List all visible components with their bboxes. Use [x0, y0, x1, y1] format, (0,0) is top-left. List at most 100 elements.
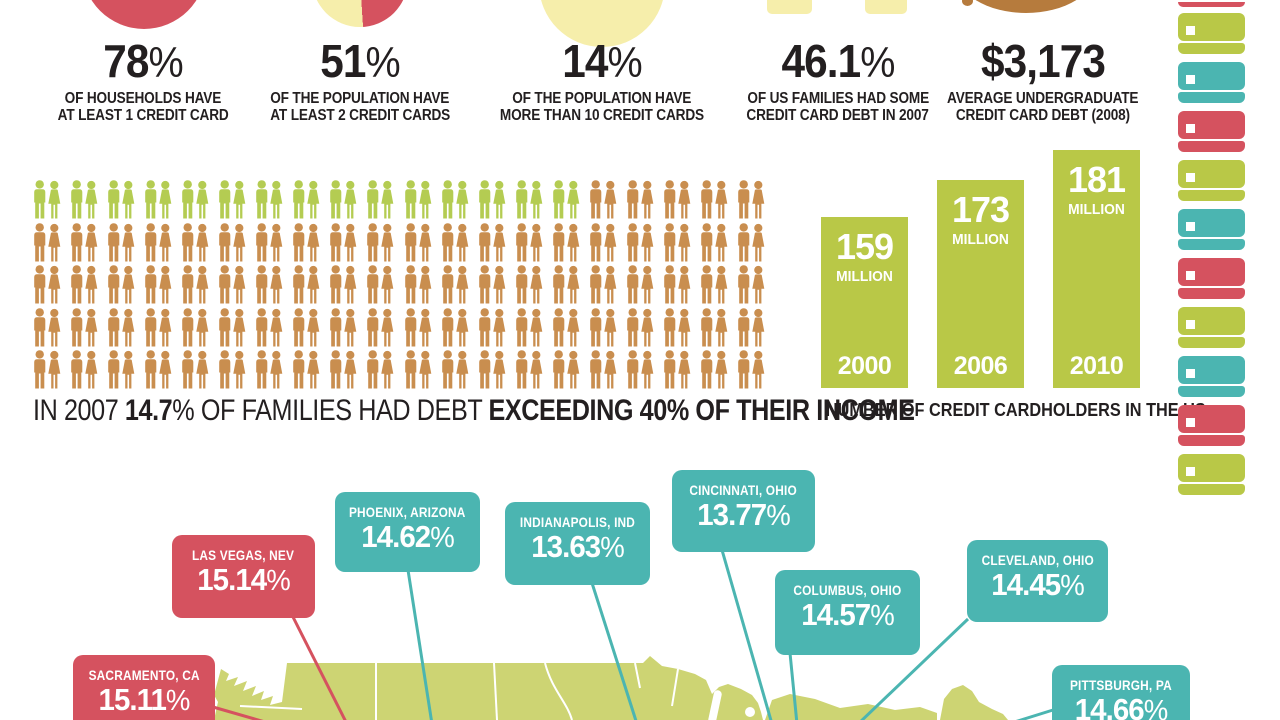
couple-icon — [34, 222, 61, 262]
stat-caption: OF THE POPULATION HAVE AT LEAST 2 CREDIT… — [270, 90, 450, 124]
wallet-clasp-icon — [962, 0, 973, 6]
stat-caption: OF THE POPULATION HAVE MORE THAN 10 CRED… — [499, 90, 704, 124]
callout-indianapolis-ind: INDIANAPOLIS, IND 13.63% — [505, 502, 650, 585]
credit-card-stripe — [1178, 141, 1245, 152]
couple-icon — [738, 307, 765, 347]
couple-icon — [478, 350, 505, 389]
credit-card-body — [1178, 111, 1245, 139]
credit-card-chip — [1186, 467, 1195, 476]
couple-icon — [552, 265, 579, 304]
stat-undergrad-debt: $3,173 AVERAGE UNDERGRADUATE CREDIT CARD… — [923, 38, 1163, 124]
couple-icon — [108, 307, 135, 347]
bar-2006: 173 MILLION 2006 — [937, 180, 1024, 388]
couple-icon — [515, 180, 542, 219]
headline-text: IN 2007 14.7% OF FAMILIES HAD DEBT EXCEE… — [33, 394, 1082, 428]
callout-city-label: SACRAMENTO, CA — [88, 668, 200, 683]
couple-icon — [71, 350, 98, 389]
couple-icon — [664, 180, 691, 219]
couple-icon — [330, 180, 357, 219]
callout-las-vegas-nev: LAS VEGAS, NEV 15.14% — [172, 535, 315, 618]
credit-card-chip — [1186, 26, 1195, 35]
partial-bars-icon-right — [865, 0, 907, 14]
couple-icon — [182, 180, 209, 219]
headline-segment: EXCEEDING 40% OF THEIR INCOME — [488, 394, 915, 427]
credit-card-stripe — [1178, 43, 1245, 54]
percent-sign: % — [365, 39, 400, 87]
couple-icon — [626, 222, 654, 262]
couple-icon — [701, 350, 728, 389]
couple-icon — [478, 180, 505, 219]
bar-value: 181 — [1067, 159, 1126, 200]
credit-card-stripe — [1178, 484, 1245, 495]
credit-card-icon — [1178, 62, 1245, 103]
couple-icon — [182, 265, 209, 304]
stat-households: 78% OF HOUSEHOLDS HAVE AT LEAST 1 CREDIT… — [23, 38, 263, 124]
stat-value: 51% — [320, 35, 400, 87]
couple-icon — [552, 307, 579, 347]
credit-card-icon — [1178, 160, 1245, 201]
couple-icon — [626, 265, 654, 304]
couple-icon — [701, 265, 728, 304]
stat-value: 46.1% — [781, 35, 896, 87]
callout-rate-value: 14.57% — [801, 597, 894, 632]
couple-icon — [589, 222, 617, 262]
callout-rate-value: 15.11% — [98, 682, 191, 717]
couple-icon — [145, 307, 172, 347]
credit-card-chip — [1186, 124, 1195, 133]
bar-chart-caption: NUMBER OF CREDIT CARDHOLDERS IN THE US — [825, 399, 1206, 420]
couple-icon — [552, 350, 579, 389]
headline-segment: % OF FAMILIES HAD DEBT — [172, 394, 489, 427]
bar-2010: 181 MILLION 2010 — [1053, 150, 1140, 388]
couple-icon — [108, 265, 135, 304]
credit-card-body — [1178, 209, 1245, 237]
credit-card-body — [1178, 13, 1245, 41]
credit-card-body — [1178, 62, 1245, 90]
couple-icon — [219, 180, 246, 219]
stat-ten-cards: 14% OF THE POPULATION HAVE MORE THAN 10 … — [482, 38, 722, 124]
credit-card-body — [1178, 258, 1245, 286]
great-lakes — [708, 690, 755, 720]
couple-icon — [108, 180, 135, 219]
couple-icon — [701, 307, 728, 347]
callout-city-label: CINCINNATI, OHIO — [689, 483, 798, 498]
credit-card-stripe — [1178, 337, 1245, 348]
couple-icon — [664, 307, 691, 347]
couple-icon — [552, 222, 579, 262]
leader-line — [788, 652, 799, 720]
credit-card-icon — [1178, 356, 1245, 397]
couple-icon — [701, 180, 728, 219]
callout-columbus-ohio: COLUMBUS, OHIO 14.57% — [775, 570, 920, 655]
bar-unit-label: MILLION — [836, 268, 893, 285]
couple-icon — [441, 350, 468, 389]
couple-icon — [367, 180, 394, 219]
couple-icon — [738, 350, 765, 389]
callout-rate-value: 14.66% — [1074, 692, 1168, 720]
credit-card-body — [1178, 454, 1245, 482]
credit-card-stripe — [1178, 239, 1245, 250]
callout-city-label: CLEVELAND, OHIO — [981, 553, 1094, 568]
couple-icon — [71, 222, 98, 262]
couple-icon — [441, 307, 468, 347]
leader-line — [590, 582, 638, 720]
couple-icon — [293, 350, 320, 389]
couple-icon — [34, 265, 61, 304]
couple-icon — [293, 222, 320, 262]
callout-city-label: PHOENIX, ARIZONA — [349, 505, 466, 520]
callout-cleveland-ohio: CLEVELAND, OHIO 14.45% — [967, 540, 1108, 622]
headline-segment: IN 2007 — [33, 394, 125, 427]
couple-icon — [182, 350, 209, 389]
couple-icon — [404, 180, 431, 219]
leader-line — [1015, 708, 1054, 720]
couple-icon — [330, 265, 357, 304]
stat-families-debt: 46.1% OF US FAMILIES HAD SOME CREDIT CAR… — [718, 38, 958, 124]
couple-icon — [589, 307, 617, 347]
couple-icon — [404, 222, 431, 262]
credit-card-chip — [1186, 418, 1195, 427]
couple-icon — [182, 222, 209, 262]
couple-icon — [404, 265, 431, 304]
callout-phoenix-arizona: PHOENIX, ARIZONA 14.62% — [335, 492, 480, 572]
couple-icon — [34, 307, 61, 347]
couple-icon — [34, 180, 61, 219]
couple-icon — [293, 180, 320, 219]
couple-icon — [738, 180, 765, 219]
